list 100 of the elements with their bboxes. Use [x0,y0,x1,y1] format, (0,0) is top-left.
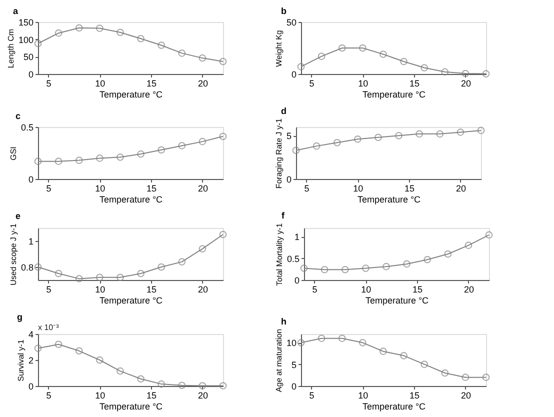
point [178,382,186,390]
y-tick-label: 0 [28,174,34,184]
x-tick-label: 5 [309,390,314,400]
point [198,54,206,62]
point [178,50,186,57]
point [380,50,387,58]
point [137,150,144,158]
x-axis-title: Temperature °C [362,90,426,100]
point [116,28,124,36]
y-tick-label: 10 [286,338,296,348]
point [400,352,408,360]
point [158,146,165,154]
point [178,142,186,150]
point [382,262,390,270]
x-tick-label: 10 [358,390,368,400]
point [219,58,227,66]
x-tick-label: 20 [198,184,208,194]
point [54,158,62,165]
x-axis-title: Temperature °C [99,402,164,412]
point [34,40,42,48]
x-tick-label: 10 [95,78,106,88]
x-axis-title: Temperature °C [99,90,164,100]
y-tick-label: 2 [28,356,34,366]
x-tick-label: 5 [46,390,52,400]
y-tick-label: 0 [291,70,296,80]
point [354,135,362,143]
point [158,263,165,271]
text: x 10⁻³ [38,323,60,332]
x-tick-label: 15 [146,184,157,194]
y-axis-title: Foraging Rate J y-1 [274,118,284,189]
x-tick-label: 20 [464,284,474,294]
point [75,275,83,282]
x-tick-label: 15 [410,78,420,88]
chart-title: h [280,316,286,326]
point [444,250,452,258]
x-axis-title: Temperature °C [362,402,426,412]
point [441,68,449,76]
y-tick-label: 1 [28,236,34,246]
point [320,266,328,274]
chart-title: f [281,210,286,221]
x-tick-label: 15 [404,184,415,194]
y-tick-label: 5 [286,131,292,142]
point [34,158,42,165]
point [96,356,104,364]
point [54,270,62,278]
x-tick-label: 10 [361,284,372,294]
y-tick-label: 0 [291,382,296,392]
point [219,382,227,390]
x-tick-label: 5 [46,78,52,88]
point [54,29,62,37]
x-tick-label: 10 [95,284,106,294]
x-tick-label: 10 [95,184,106,194]
point [219,132,227,140]
x-tick-label: 10 [358,78,368,88]
point [96,154,104,162]
y-tick-label: 50 [286,18,296,28]
x-tick-label: 5 [46,184,52,194]
point [34,263,42,271]
y-axis-title: Weight Kg [274,30,284,67]
point [482,374,490,381]
point [462,374,470,381]
point [338,334,346,342]
point [318,334,326,342]
point [137,270,144,278]
point [420,64,428,72]
chart-title: g [16,312,22,322]
y-tick-label: 50 [23,52,34,62]
x-tick-label: 20 [460,78,471,88]
y-tick-label: 4 [28,330,34,340]
y-tick-label: 0 [28,382,34,392]
x-tick-label: 15 [412,284,423,294]
point [158,380,165,388]
x-axis-title: Temperature °C [99,296,164,306]
point [462,70,470,78]
y-axis-title: Survival y-1 [16,339,26,382]
point [482,70,490,78]
y-axis-title: GSI [8,146,18,160]
x-tick-label: 20 [198,390,208,400]
x-tick-label: 10 [95,390,106,400]
x-tick-label: 20 [198,78,208,88]
x-tick-label: 5 [312,284,318,294]
point [362,264,370,272]
y-tick-label: 1 [294,232,300,242]
x-tick-label: 15 [146,390,157,400]
point [198,382,206,390]
point [464,242,472,249]
point [75,156,83,164]
point [400,58,408,66]
point [312,142,320,150]
chart-title: c [15,111,21,121]
y-axis-title: Length Cm [6,28,16,68]
point [416,130,423,138]
x-axis-title: Temperature °C [99,194,164,204]
point [137,375,144,383]
point [116,367,124,375]
point [441,369,449,377]
point [96,274,104,282]
point [158,42,165,49]
point [341,266,349,274]
y-tick-label: 150 [18,18,34,28]
